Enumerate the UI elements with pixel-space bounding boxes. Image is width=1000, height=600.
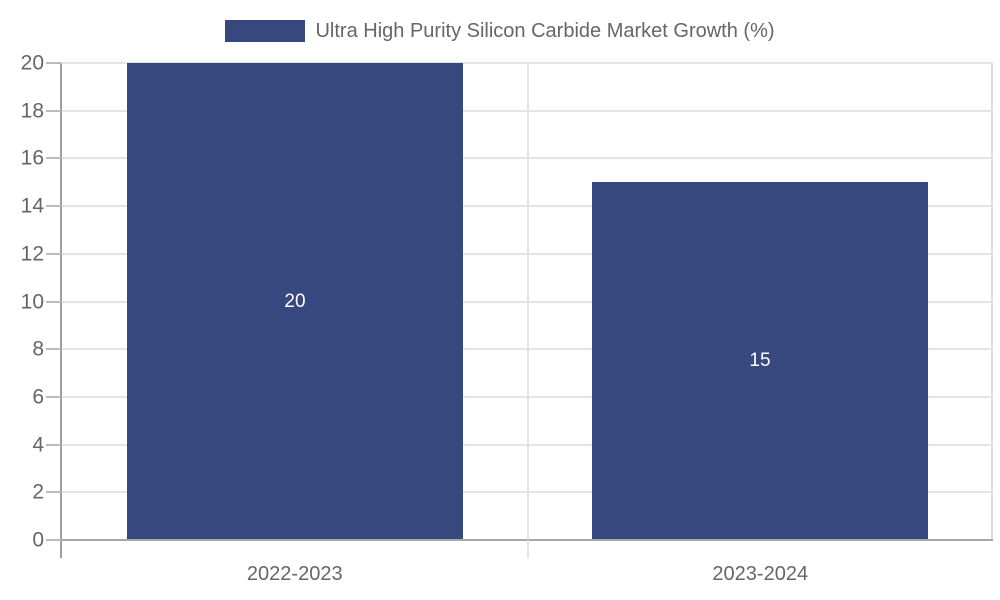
y-tick-label-4: 4 bbox=[32, 433, 44, 457]
bar-2023-2024: 15 bbox=[592, 182, 928, 540]
y-tick-mark-2 bbox=[46, 491, 61, 494]
y-tick-label-10: 10 bbox=[20, 290, 44, 313]
y-tick-mark-4 bbox=[46, 443, 61, 446]
bar-value-label: 20 bbox=[284, 290, 306, 312]
y-tick-mark-16 bbox=[46, 157, 61, 160]
y-tick-label-12: 12 bbox=[20, 242, 44, 266]
y-tick-mark-10 bbox=[46, 300, 61, 303]
y-tick-label-20: 20 bbox=[20, 51, 44, 75]
x-tick-label-2023-2024: 2023-2024 bbox=[712, 563, 809, 585]
y-tick-label-16: 16 bbox=[20, 146, 44, 170]
y-tick-mark-18 bbox=[46, 109, 61, 112]
x-tick-mark-divider bbox=[526, 540, 529, 558]
y-tick-mark-12 bbox=[46, 252, 61, 255]
y-tick-mark-0 bbox=[46, 539, 61, 541]
legend-swatch bbox=[225, 20, 306, 42]
y-tick-mark-20 bbox=[46, 62, 61, 64]
bar-value-label: 15 bbox=[749, 350, 771, 371]
y-axis-line bbox=[60, 63, 62, 558]
y-tick-label-18: 18 bbox=[20, 99, 44, 123]
x-tick-label-2022-2023: 2022-2023 bbox=[246, 563, 343, 585]
y-tick-label-14: 14 bbox=[20, 194, 44, 218]
y-tick-mark-6 bbox=[46, 395, 61, 398]
gridline-category-divider bbox=[526, 63, 529, 540]
y-tick-label-0: 0 bbox=[32, 528, 44, 552]
legend-label: Ultra High Purity Silicon Carbide Market… bbox=[315, 19, 775, 42]
bar-2022-2023: 20 bbox=[127, 63, 463, 540]
y-tick-mark-14 bbox=[46, 205, 61, 208]
plot-area: 20 15 bbox=[62, 62, 993, 540]
legend: Ultra High Purity Silicon Carbide Market… bbox=[0, 14, 1000, 48]
y-tick-label-8: 8 bbox=[32, 337, 44, 361]
y-tick-label-6: 6 bbox=[32, 385, 44, 409]
y-tick-label-2: 2 bbox=[32, 480, 44, 504]
y-tick-mark-8 bbox=[46, 348, 61, 351]
